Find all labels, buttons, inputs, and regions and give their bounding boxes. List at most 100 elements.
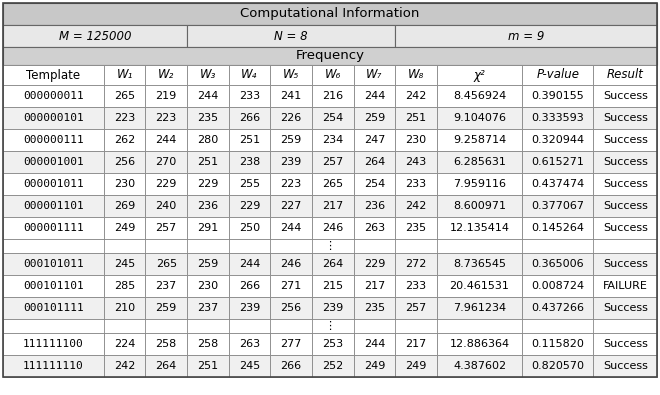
- Bar: [104, 151, 145, 173]
- Bar: [228, 217, 271, 239]
- Bar: [593, 297, 657, 319]
- Text: 235: 235: [197, 113, 218, 123]
- Bar: [104, 129, 145, 151]
- Text: 245: 245: [239, 361, 260, 371]
- Text: 000101101: 000101101: [23, 281, 84, 291]
- Text: 000101011: 000101011: [23, 259, 84, 269]
- Text: 244: 244: [197, 91, 218, 101]
- Bar: [395, 65, 437, 85]
- Text: 000001101: 000001101: [23, 201, 84, 211]
- Bar: [354, 275, 395, 297]
- Bar: [228, 355, 271, 377]
- Text: Computational Information: Computational Information: [240, 8, 420, 21]
- Bar: [187, 151, 228, 173]
- Bar: [271, 297, 312, 319]
- Text: 270: 270: [156, 157, 177, 167]
- Bar: [354, 65, 395, 85]
- Text: 244: 244: [280, 223, 302, 233]
- Bar: [104, 195, 145, 217]
- Bar: [312, 297, 354, 319]
- Text: Success: Success: [603, 157, 647, 167]
- Bar: [145, 275, 187, 297]
- Text: 000101111: 000101111: [23, 303, 84, 313]
- Bar: [228, 333, 271, 355]
- Text: N = 8: N = 8: [275, 30, 308, 43]
- Text: 000001001: 000001001: [23, 157, 84, 167]
- Text: 111111100: 111111100: [23, 339, 84, 349]
- Text: 4.387602: 4.387602: [453, 361, 506, 371]
- Bar: [104, 65, 145, 85]
- Text: 235: 235: [364, 303, 385, 313]
- Bar: [271, 333, 312, 355]
- Bar: [437, 275, 522, 297]
- Bar: [228, 297, 271, 319]
- Text: 226: 226: [280, 113, 302, 123]
- Bar: [104, 333, 145, 355]
- Bar: [228, 275, 271, 297]
- Text: 280: 280: [197, 135, 218, 145]
- Text: 233: 233: [239, 91, 260, 101]
- Bar: [354, 217, 395, 239]
- Text: 235: 235: [405, 223, 426, 233]
- Text: 20.461531: 20.461531: [449, 281, 510, 291]
- Text: 246: 246: [280, 259, 302, 269]
- Bar: [228, 195, 271, 217]
- Text: 253: 253: [322, 339, 343, 349]
- Text: 266: 266: [280, 361, 302, 371]
- Bar: [437, 217, 522, 239]
- Bar: [3, 333, 104, 355]
- Bar: [395, 253, 437, 275]
- Bar: [271, 173, 312, 195]
- Text: 236: 236: [197, 201, 218, 211]
- Bar: [522, 173, 593, 195]
- Text: 000000101: 000000101: [23, 113, 84, 123]
- Bar: [522, 217, 593, 239]
- Text: Success: Success: [603, 303, 647, 313]
- Bar: [354, 173, 395, 195]
- Bar: [3, 195, 104, 217]
- Bar: [271, 65, 312, 85]
- Bar: [312, 333, 354, 355]
- Bar: [395, 85, 437, 107]
- Text: 245: 245: [114, 259, 135, 269]
- Bar: [395, 25, 657, 47]
- Bar: [395, 195, 437, 217]
- Bar: [145, 195, 187, 217]
- Text: 237: 237: [156, 281, 177, 291]
- Bar: [312, 129, 354, 151]
- Text: 264: 264: [364, 157, 385, 167]
- Bar: [395, 275, 437, 297]
- Bar: [593, 275, 657, 297]
- Bar: [187, 217, 228, 239]
- Text: Frequency: Frequency: [296, 49, 364, 62]
- Text: 244: 244: [364, 339, 385, 349]
- Bar: [593, 333, 657, 355]
- Bar: [395, 151, 437, 173]
- Text: 259: 259: [364, 113, 385, 123]
- Text: 252: 252: [322, 361, 343, 371]
- Bar: [3, 355, 104, 377]
- Text: 256: 256: [280, 303, 302, 313]
- Text: 217: 217: [322, 201, 343, 211]
- Bar: [228, 107, 271, 129]
- Text: Success: Success: [603, 201, 647, 211]
- Bar: [271, 151, 312, 173]
- Text: 223: 223: [156, 113, 177, 123]
- Bar: [3, 253, 104, 275]
- Bar: [312, 173, 354, 195]
- Text: 230: 230: [114, 179, 135, 189]
- Text: 266: 266: [239, 113, 260, 123]
- Bar: [395, 129, 437, 151]
- Text: W₂: W₂: [158, 68, 174, 81]
- Text: 249: 249: [405, 361, 426, 371]
- Text: 255: 255: [239, 179, 260, 189]
- Text: 239: 239: [280, 157, 302, 167]
- Text: 0.008724: 0.008724: [531, 281, 584, 291]
- Bar: [354, 297, 395, 319]
- Text: 217: 217: [364, 281, 385, 291]
- Bar: [354, 85, 395, 107]
- Text: 233: 233: [405, 179, 426, 189]
- Text: 7.959116: 7.959116: [453, 179, 506, 189]
- Text: Template: Template: [26, 68, 81, 81]
- Text: 000000111: 000000111: [23, 135, 84, 145]
